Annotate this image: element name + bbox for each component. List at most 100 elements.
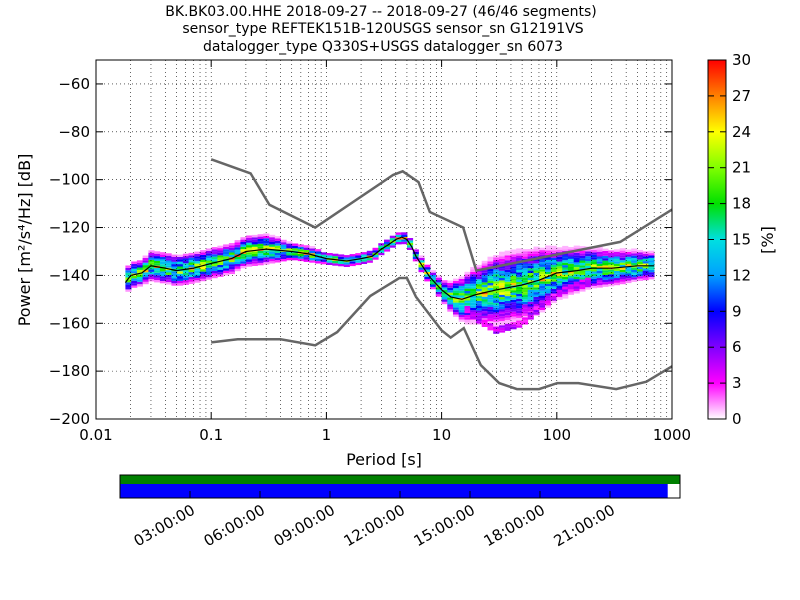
- psd-cell: [608, 252, 615, 256]
- psd-cell: [464, 286, 471, 289]
- psd-cell: [217, 257, 224, 261]
- psd-cell: [499, 275, 506, 278]
- psd-cell: [499, 285, 506, 288]
- psd-cell: [527, 306, 534, 309]
- psd-cell: [579, 272, 586, 275]
- psd-cell: [613, 273, 620, 276]
- psd-cell: [315, 249, 322, 252]
- psd-cell: [159, 264, 166, 267]
- psd-cell: [177, 264, 184, 267]
- psd-cell: [527, 292, 534, 295]
- psd-cell: [487, 311, 494, 315]
- psd-cell: [619, 267, 626, 270]
- psd-cell: [516, 277, 523, 280]
- timeline-tick-label: 06:00:00: [201, 501, 268, 550]
- psd-cell: [476, 286, 483, 289]
- psd-cell: [136, 262, 143, 266]
- psd-cell: [441, 299, 448, 302]
- psd-cell: [246, 242, 253, 246]
- psd-cell: [470, 307, 477, 311]
- psd-cell: [338, 254, 345, 257]
- psd-cell: [545, 257, 552, 260]
- psd-cell: [447, 292, 454, 295]
- psd-cell: [562, 253, 569, 256]
- psd-cell: [171, 261, 178, 265]
- psd-cell: [642, 261, 649, 264]
- psd-cell: [493, 300, 500, 303]
- psd-cell: [211, 263, 218, 267]
- psd-cell: [136, 267, 143, 270]
- psd-cell: [510, 271, 517, 274]
- y-axis-ticks: −200 −180 −160 −140 −120 −100 −80 −60: [49, 75, 672, 428]
- psd-cell: [228, 269, 235, 272]
- psd-cell-low-branch: [585, 277, 592, 281]
- psd-cell: [493, 302, 500, 306]
- psd-cell: [510, 249, 517, 252]
- psd-cell: [447, 280, 454, 283]
- psd-cell: [487, 256, 494, 260]
- y-tick-label: −200: [49, 410, 90, 428]
- psd-cell: [320, 254, 327, 258]
- psd-cell: [527, 263, 534, 266]
- psd-cell: [228, 271, 235, 275]
- psd-cell: [608, 264, 615, 268]
- psd-cell: [522, 301, 529, 305]
- psd-cell: [246, 237, 253, 241]
- psd-cell: [636, 273, 643, 277]
- psd-cell: [642, 273, 649, 276]
- psd-cell: [522, 268, 529, 271]
- psd-cell: [458, 288, 465, 291]
- psd-cell: [516, 253, 523, 256]
- psd-cell: [579, 262, 586, 266]
- psd-cell: [453, 297, 460, 301]
- psd-cell: [148, 252, 155, 256]
- psd-cell: [148, 267, 155, 270]
- psd-cell: [504, 284, 511, 287]
- psd-cell: [504, 276, 511, 280]
- psd-cell: [545, 245, 552, 248]
- psd-cell: [159, 278, 166, 281]
- psd-cell: [476, 312, 483, 316]
- psd-cell: [263, 235, 270, 239]
- psd-cell-low-branch: [527, 317, 534, 320]
- psd-cell: [567, 280, 574, 283]
- psd-cell: [458, 305, 465, 308]
- psd-cell: [487, 314, 494, 317]
- psd-cell: [619, 260, 626, 263]
- psd-cell: [182, 282, 189, 285]
- y-tick-label: −80: [58, 123, 90, 141]
- psd-cell: [470, 291, 477, 294]
- psd-cell: [522, 311, 529, 314]
- psd-cell: [481, 315, 488, 319]
- psd-cell: [476, 274, 483, 277]
- psd-cell: [602, 251, 609, 254]
- psd-cell: [303, 259, 310, 262]
- psd-cell: [476, 264, 483, 268]
- psd-cell-low-branch: [573, 284, 580, 287]
- psd-cell: [280, 239, 287, 243]
- psd-cell: [234, 242, 241, 245]
- psd-cell: [625, 275, 632, 279]
- psd-cell: [573, 288, 580, 292]
- psd-cell: [648, 253, 655, 256]
- psd-cell: [556, 276, 563, 279]
- psd-cell: [211, 266, 218, 269]
- psd-cell: [504, 291, 511, 294]
- psd-cell: [539, 298, 546, 301]
- psd-cell: [355, 260, 362, 263]
- psd-cell: [223, 246, 230, 250]
- coverage-green-bar: [120, 475, 680, 484]
- psd-cell: [481, 308, 488, 312]
- psd-cell: [613, 275, 620, 279]
- psd-cell: [194, 256, 201, 259]
- psd-cell: [504, 250, 511, 253]
- colorbar-tick-label: 15: [732, 231, 751, 249]
- psd-cell: [510, 254, 517, 257]
- psd-cell: [504, 305, 511, 308]
- psd-cell: [165, 279, 172, 283]
- psd-cell: [619, 253, 626, 256]
- psd-cell: [556, 297, 563, 300]
- psd-cell: [493, 312, 500, 315]
- psd-cell: [292, 257, 299, 261]
- psd-cell: [297, 258, 304, 262]
